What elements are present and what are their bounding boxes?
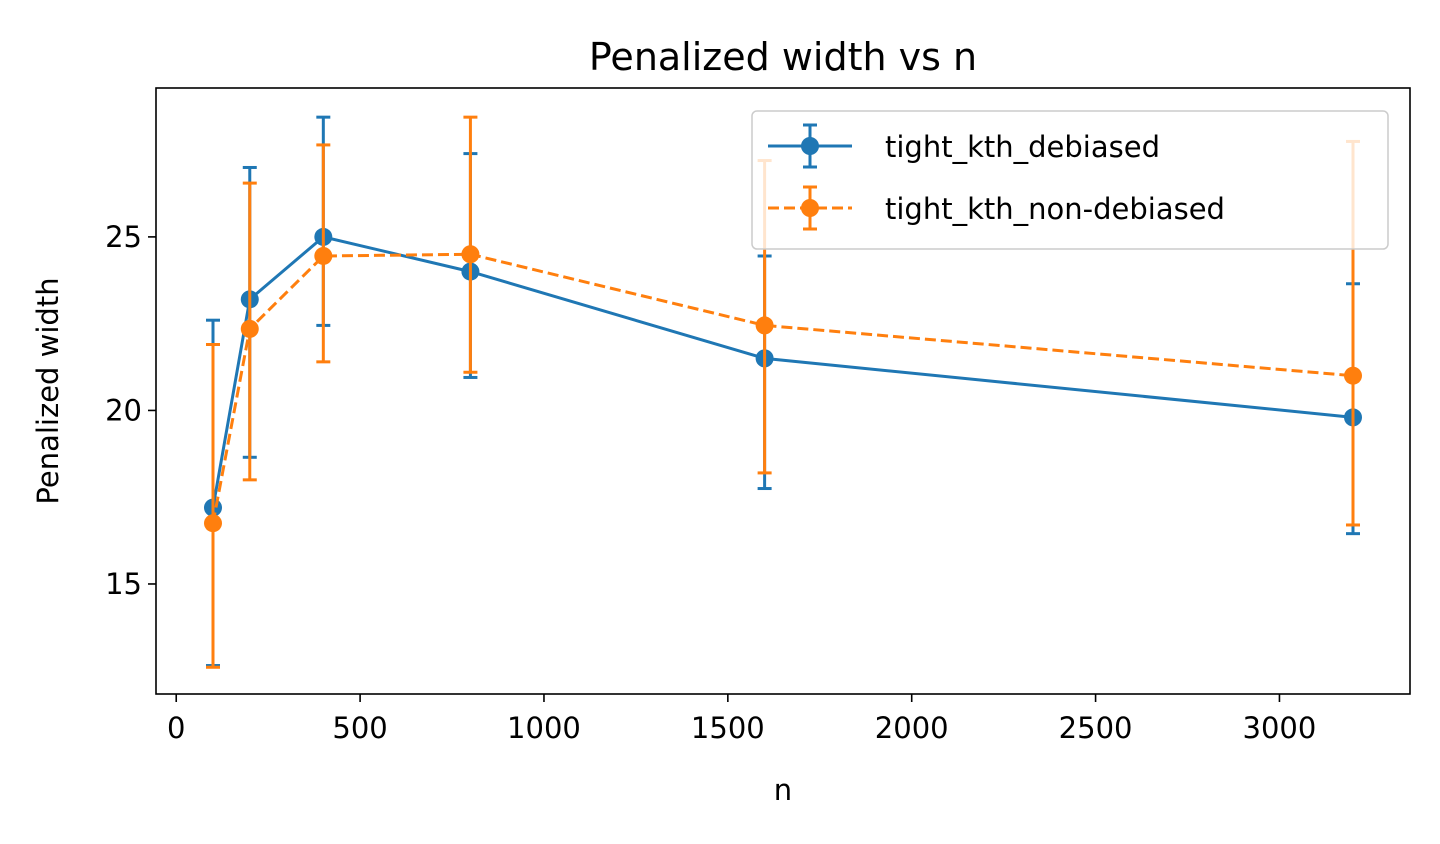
x-tick-label: 500 [332, 711, 387, 745]
legend-marker [801, 199, 819, 217]
y-tick-label: 20 [105, 393, 142, 427]
x-tick-label: 1500 [691, 711, 765, 745]
series-line [211, 252, 1354, 524]
x-tick-label: 1000 [507, 711, 581, 745]
x-tick-label: 2000 [875, 711, 949, 745]
plot-frame [155, 87, 1411, 695]
legend-label: tight_kth_debiased [885, 130, 1160, 164]
legend-item: tight_kth_debiased [768, 123, 1160, 169]
x-tick-label: 2500 [1059, 711, 1133, 745]
y-tick-label: 15 [105, 567, 142, 601]
y-tick-label: 25 [105, 220, 142, 254]
x-axis-label: n [774, 773, 792, 807]
axis-ticks: 0 500 1000 1500 2000 2500 3000 15 20 25 [105, 220, 1316, 745]
legend-marker [801, 137, 819, 155]
data-point [1344, 366, 1362, 385]
legend: tight_kth_debiased tight_kth_non-debiased [751, 110, 1389, 250]
y-axis-label: Penalized width [31, 277, 65, 504]
legend-item: tight_kth_non-debiased [768, 185, 1225, 231]
series-line [211, 235, 1354, 508]
data-point [240, 319, 259, 338]
x-tick-label: 0 [167, 711, 185, 745]
data-point [461, 245, 480, 264]
data-point [204, 514, 222, 533]
chart-title: Penalized width vs n [589, 35, 977, 79]
legend-label: tight_kth_non-debiased [885, 192, 1225, 226]
x-tick-label: 3000 [1243, 711, 1317, 745]
data-point [314, 246, 333, 265]
legend-box [751, 110, 1389, 250]
data-point [755, 316, 774, 335]
